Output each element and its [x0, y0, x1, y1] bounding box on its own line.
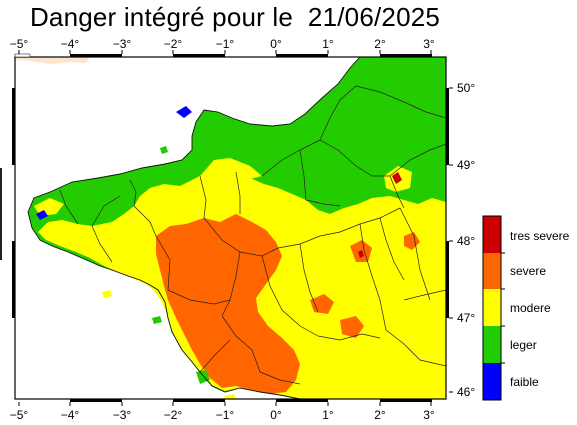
coastline	[27, 57, 361, 399]
legend-frame	[482, 215, 502, 401]
lon-tick-label: 1°	[322, 37, 334, 51]
danger-map-area	[15, 57, 446, 399]
lon-tick-label: −5°	[10, 408, 29, 422]
lon-tick-label: −3°	[113, 37, 132, 51]
lat-tick-label: 50°	[457, 81, 475, 95]
lat-tick-label: 47°	[457, 311, 475, 325]
title-date: 21/06/2025	[307, 2, 441, 32]
lon-tick-label: 3°	[423, 37, 435, 51]
lat-tick-label: 48°	[457, 234, 475, 248]
legend-label-tres-severe: tres severe	[510, 229, 570, 243]
legend-label-modere: modere	[510, 301, 551, 315]
map-title: Danger intégré pour le 21/06/2025	[0, 2, 470, 33]
frame-border-right	[446, 88, 449, 318]
lon-labels-bottom: −5° −4° −3° −2° −1° 0° 1° 2° 3°	[10, 408, 435, 422]
lon-tick-label: −1°	[216, 37, 235, 51]
lon-ticks-top	[18, 50, 432, 54]
lat-tick-label: 46°	[457, 385, 475, 399]
island	[102, 290, 112, 298]
department-boundaries	[59, 85, 446, 385]
frame-border-bottom	[70, 399, 432, 402]
lon-tick-label: −2°	[164, 37, 183, 51]
legend-swatch-modere	[483, 289, 501, 326]
lon-tick-label: −4°	[61, 408, 80, 422]
zone-faible	[176, 106, 192, 118]
lon-tick-label: 3°	[423, 408, 435, 422]
legend-swatch-severe	[483, 253, 501, 289]
legend-swatch-tres-severe	[483, 216, 501, 253]
frame-border-left	[12, 88, 15, 318]
lon-tick-label: −4°	[61, 37, 80, 51]
outside-land	[15, 57, 90, 64]
lat-ticks	[449, 87, 453, 393]
lat-tick-label: 49°	[457, 158, 475, 172]
legend-label-faible: faible	[510, 375, 539, 389]
legend-label-severe: severe	[510, 264, 546, 278]
lon-tick-label: 2°	[374, 408, 386, 422]
left-edge-marker	[0, 168, 2, 260]
lat-labels: 50° 49° 48° 47° 46°	[457, 81, 475, 399]
lon-tick-label: 2°	[374, 37, 386, 51]
lon-ticks-bottom	[18, 402, 432, 406]
lon-tick-label: −3°	[113, 408, 132, 422]
zone-tres-severe	[392, 172, 402, 184]
legend-swatch-faible	[483, 363, 501, 400]
lon-labels-top: −5° −4° −3° −2° −1° 0° 1° 2° 3°	[10, 37, 435, 51]
zone-modere-north	[200, 158, 262, 182]
lon-tick-label: 1°	[322, 408, 334, 422]
title-prefix: Danger intégré pour le	[29, 2, 294, 32]
lon-tick-label: −5°	[10, 37, 29, 51]
lon-tick-label: 0°	[270, 37, 282, 51]
map-frame	[14, 56, 447, 400]
lon-tick-label: −1°	[216, 408, 235, 422]
lon-tick-label: −2°	[164, 408, 183, 422]
danger-legend: tres severe severe modere leger faible	[482, 215, 570, 401]
lon-tick-label: 0°	[270, 408, 282, 422]
frame-border-top	[14, 53, 432, 58]
legend-label-leger: leger	[510, 338, 537, 352]
legend-swatch-leger	[483, 326, 501, 363]
